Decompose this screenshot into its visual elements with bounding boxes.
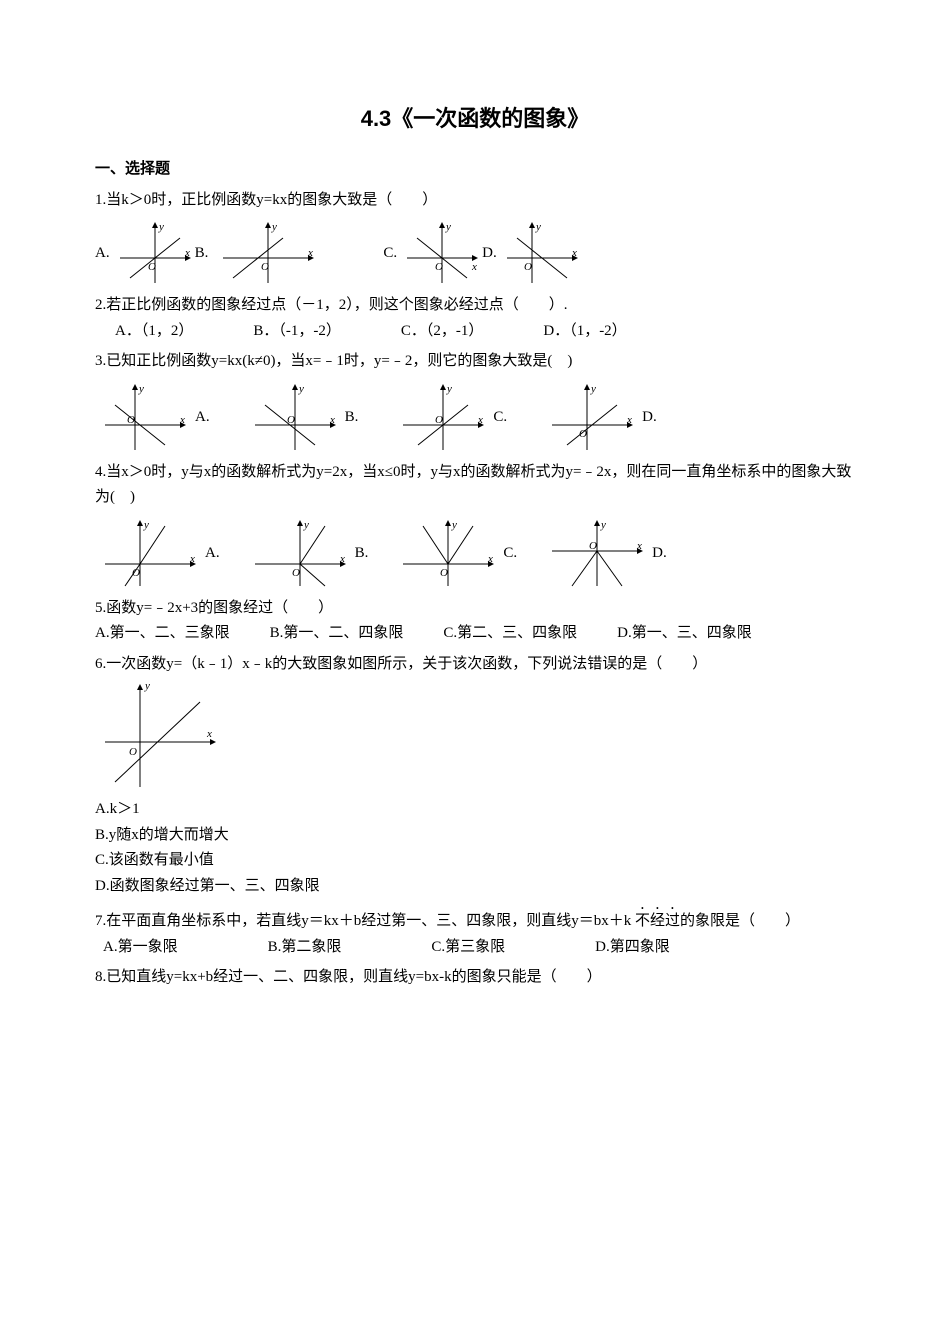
option-b: B.y随x的增大而增大 — [95, 823, 855, 849]
question-8: 8.已知直线y=kx+b经过一、二、四象限，则直线y=bx-k的图象只能是（ ） — [95, 965, 855, 991]
emphasized-text: 不经过 — [635, 913, 680, 929]
svg-text:y: y — [590, 383, 596, 395]
svg-text:x: x — [571, 247, 577, 259]
option-label-a: A. — [195, 405, 210, 431]
svg-text:O: O — [579, 428, 587, 440]
graph-q3-d: x y O — [542, 380, 642, 455]
question-text: 2.若正比例函数的图象经过点（－1，2），则这个图象必经过点（ ）. — [95, 293, 855, 319]
svg-text:y: y — [143, 519, 149, 531]
graph-q4-d: x yO — [542, 516, 652, 591]
section-header: 一、选择题 — [95, 157, 855, 183]
option-label-b: B. — [345, 405, 359, 431]
graph-q1-c: x y O — [402, 218, 482, 288]
svg-text:O: O — [292, 567, 300, 579]
option-d: D.第四象限 — [595, 935, 670, 961]
svg-text:x: x — [636, 540, 642, 552]
svg-text:x: x — [339, 553, 345, 565]
svg-text:x: x — [206, 728, 212, 740]
svg-text:x: x — [626, 414, 632, 426]
question-text: 1.当k＞0时，正比例函数y=kx的图象大致是（ ） — [95, 188, 855, 214]
graph-q3-b: x y O — [245, 380, 345, 455]
svg-text:O: O — [261, 261, 269, 273]
option-label-a: A. — [95, 241, 110, 267]
graph-q4-a: x y O — [95, 516, 205, 591]
question-4: 4.当x＞0时，y与x的函数解析式为y=2x，当x≤0时，y与x的函数解析式为y… — [95, 460, 855, 591]
page-title: 4.3《一次函数的图象》 — [95, 100, 855, 137]
option-b: B.第二象限 — [268, 935, 342, 961]
option-a: A．（1，2） — [115, 319, 193, 345]
svg-text:x: x — [189, 553, 195, 565]
question-2: 2.若正比例函数的图象经过点（－1，2），则这个图象必经过点（ ）. A．（1，… — [95, 293, 855, 344]
svg-text:x: x — [471, 261, 477, 273]
svg-text:x: x — [487, 553, 493, 565]
svg-text:y: y — [298, 383, 304, 395]
option-label-c: C. — [493, 405, 507, 431]
option-d: D.第一、三、四象限 — [617, 621, 752, 647]
svg-text:y: y — [158, 221, 164, 233]
question-text: 5.函数y=﹣2x+3的图象经过（ ） — [95, 596, 855, 622]
option-a: A.第一、二、三象限 — [95, 621, 230, 647]
option-b: B.第一、二、四象限 — [270, 621, 404, 647]
svg-text:O: O — [435, 414, 443, 426]
svg-text:O: O — [129, 746, 137, 758]
svg-text:O: O — [589, 540, 597, 552]
graph-q3-a: x y O — [95, 380, 195, 455]
graph-q3-c: x y O — [393, 380, 493, 455]
graph-q4-c: x y O — [393, 516, 503, 591]
svg-text:y: y — [271, 221, 277, 233]
question-1: 1.当k＞0时，正比例函数y=kx的图象大致是（ ） A. x y O B. x y O… — [95, 188, 855, 289]
svg-text:O: O — [132, 567, 140, 579]
option-label-d: D. — [652, 541, 667, 567]
option-a: A.第一象限 — [103, 935, 178, 961]
question-text: 8.已知直线y=kx+b经过一、二、四象限，则直线y=bx-k的图象只能是（ ） — [95, 965, 855, 991]
svg-text:x: x — [477, 414, 483, 426]
option-label-b: B. — [195, 241, 209, 267]
svg-text:O: O — [440, 567, 448, 579]
svg-text:y: y — [144, 680, 150, 692]
svg-text:x: x — [307, 247, 313, 259]
option-label-a: A. — [205, 541, 220, 567]
option-label-b: B. — [355, 541, 369, 567]
svg-text:y: y — [138, 383, 144, 395]
svg-text:x: x — [329, 414, 335, 426]
option-c: C.第三象限 — [431, 935, 505, 961]
option-label-d: D. — [482, 241, 497, 267]
option-label-c: C. — [503, 541, 517, 567]
graph-q1-a: x y O — [115, 218, 195, 288]
svg-text:y: y — [445, 221, 451, 233]
svg-text:x: x — [179, 414, 185, 426]
graph-q1-d: x y O — [502, 218, 582, 288]
question-5: 5.函数y=﹣2x+3的图象经过（ ） A.第一、二、三象限 B.第一、二、四象… — [95, 596, 855, 647]
svg-text:x: x — [184, 247, 190, 259]
svg-text:O: O — [148, 261, 156, 273]
svg-text:y: y — [535, 221, 541, 233]
graph-q4-b: x y O — [245, 516, 355, 591]
svg-text:O: O — [435, 261, 443, 273]
question-3: 3.已知正比例函数y=kx(k≠0)，当x=﹣1时，y=﹣2，则它的图象大致是(… — [95, 349, 855, 455]
graph-q6: x y O — [95, 677, 225, 797]
graph-q1-b: x y O — [213, 218, 323, 288]
option-label-c: C. — [383, 241, 397, 267]
question-7: 7.在平面直角坐标系中，若直线y＝kx＋b经过第一、三、四象限，则直线y＝bx＋… — [95, 904, 855, 960]
question-text: 4.当x＞0时，y与x的函数解析式为y=2x，当x≤0时，y与x的函数解析式为y… — [95, 460, 855, 511]
svg-text:y: y — [600, 519, 606, 531]
question-text: 3.已知正比例函数y=kx(k≠0)，当x=﹣1时，y=﹣2，则它的图象大致是(… — [95, 349, 855, 375]
option-b: B．（-1，-2） — [253, 319, 341, 345]
svg-text:y: y — [303, 519, 309, 531]
option-c: C.第二、三、四象限 — [443, 621, 577, 647]
svg-text:O: O — [127, 414, 135, 426]
svg-text:O: O — [524, 261, 532, 273]
svg-text:y: y — [446, 383, 452, 395]
option-d: D.函数图象经过第一、三、四象限 — [95, 874, 855, 900]
option-a: A.k＞1 — [95, 797, 855, 823]
svg-text:y: y — [451, 519, 457, 531]
option-label-d: D. — [642, 405, 657, 431]
option-d: D．（1，-2） — [543, 319, 626, 345]
svg-text:O: O — [287, 414, 295, 426]
question-6: 6.一次函数y=（k﹣1）x﹣k的大致图象如图所示，关于该次函数，下列说法错误的… — [95, 652, 855, 900]
question-text: 6.一次函数y=（k﹣1）x﹣k的大致图象如图所示，关于该次函数，下列说法错误的… — [95, 652, 855, 678]
question-text: 7.在平面直角坐标系中，若直线y＝kx＋b经过第一、三、四象限，则直线y＝bx＋… — [95, 904, 855, 935]
option-c: C.该函数有最小值 — [95, 848, 855, 874]
option-c: C．（2，-1） — [401, 319, 484, 345]
